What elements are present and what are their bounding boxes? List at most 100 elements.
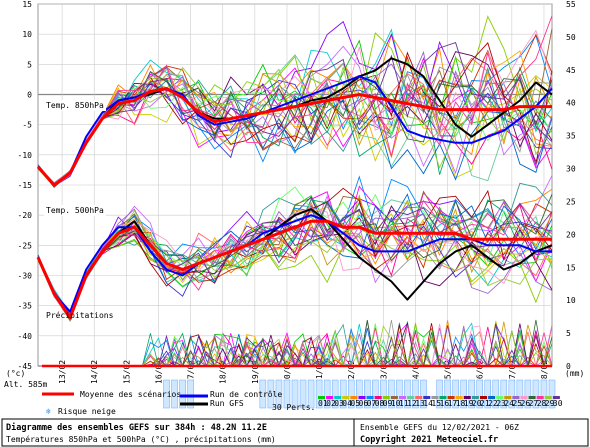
- x-tick-label: 28/02: [540, 360, 549, 384]
- y-right-tick-label: 45: [566, 66, 576, 75]
- member-number: 19: [464, 399, 474, 408]
- member-number: 04: [342, 399, 352, 408]
- y-left-tick-label: -20: [18, 211, 33, 220]
- x-tick-label: 22/02: [347, 360, 356, 384]
- y-left-tick-label: -15: [18, 181, 33, 190]
- member-number: 16: [440, 399, 450, 408]
- x-tick-label: 13/02: [58, 360, 67, 384]
- y-left-tick-label: -35: [18, 302, 33, 311]
- x-tick-label: 24/02: [411, 360, 420, 384]
- snow-risk-marker: [508, 379, 516, 409]
- temp850-label: Temp. 850hPa: [46, 101, 104, 110]
- precip-label: Précipitations: [46, 310, 114, 320]
- left-unit-label: (°c): [6, 369, 25, 378]
- y-left-tick-label: 10: [22, 30, 32, 39]
- member-number: 29: [545, 399, 555, 408]
- x-tick-label: 16/02: [154, 360, 163, 384]
- member-number: 07: [367, 399, 377, 408]
- member-color-swatch: [390, 396, 398, 399]
- member-color-swatch: [366, 396, 374, 399]
- y-right-tick-label: 35: [566, 132, 576, 141]
- member-color-swatch: [552, 396, 560, 399]
- member-500-line: [37, 202, 553, 321]
- x-tick-label: 23/02: [379, 360, 388, 384]
- snow-risk-marker: [444, 379, 451, 409]
- member-color-swatch: [528, 396, 536, 399]
- member-500-line: [37, 186, 553, 317]
- snow-risk-marker: [380, 379, 387, 409]
- snow-risk-marker: [275, 379, 283, 409]
- snow-risk-marker: [540, 379, 548, 409]
- snow-risk-marker: [516, 379, 524, 409]
- member-number: 28: [537, 399, 547, 408]
- footer-copyright: Copyright 2021 Meteociel.fr: [360, 434, 498, 445]
- member-500-line: [37, 194, 553, 321]
- y-left-tick-label: 0: [27, 91, 32, 100]
- snow-risk-marker: [500, 379, 508, 409]
- member-color-swatch: [496, 396, 504, 399]
- x-tick-label: 27/02: [508, 360, 517, 384]
- member-color-swatch: [358, 396, 366, 399]
- member-500-line: [37, 204, 553, 321]
- snow-risk-marker: [267, 379, 275, 409]
- member-color-swatch: [480, 396, 487, 399]
- x-axis-ticks: 13/02 14/02 15/02 16/02 17/02 18/02 19/02 20/02…: [58, 360, 549, 384]
- snow-risk-marker: [420, 379, 427, 409]
- snow-risk-marker: [412, 379, 419, 409]
- x-tick-label: 17/02: [187, 360, 196, 384]
- member-number: 06: [359, 399, 369, 408]
- snow-risk-marker: [291, 379, 299, 409]
- member-color-swatch: [471, 396, 479, 399]
- member-color-swatch: [488, 396, 496, 399]
- member-500-line: [37, 182, 553, 320]
- member-number: 03: [334, 399, 344, 408]
- member-color-swatch: [544, 396, 552, 399]
- member-number: 10: [391, 399, 401, 408]
- legend-snow-label: Risque neige: [58, 407, 116, 416]
- member-color-swatch: [504, 396, 512, 399]
- y-left-tick-label: -10: [18, 151, 33, 160]
- member-number: 25: [512, 399, 522, 408]
- y-right-tick-label: 20: [566, 230, 576, 239]
- snow-risk-marker: [356, 379, 363, 409]
- y-left-tick-label: -40: [18, 332, 33, 341]
- member-color-swatch: [439, 396, 447, 399]
- x-tick-label: 15/02: [122, 360, 131, 384]
- y-axis-left-ticks: 15 10 5 0 -5 -10 -15 -20 -25 -30 -35 -40 -45: [18, 0, 33, 371]
- y-right-tick-label: 30: [566, 165, 576, 174]
- member-color-swatch: [350, 396, 358, 399]
- snow-risk-marker: [283, 379, 291, 409]
- member-number: 08: [375, 399, 385, 408]
- member-legend: 0102030405060708091011121314151617181920…: [318, 396, 563, 408]
- member-number: 24: [504, 399, 514, 408]
- member-850-line: [37, 15, 553, 187]
- member-number: 22: [488, 399, 498, 408]
- mean-500-line: [36, 219, 552, 320]
- legend-control-label: Run de contrôle: [210, 389, 282, 399]
- snow-risk-marker: [476, 379, 483, 409]
- x-tick-label: 14/02: [90, 360, 99, 384]
- y-right-tick-label: 55: [566, 0, 576, 9]
- member-number: 21: [480, 399, 490, 408]
- member-850-line: [37, 50, 553, 188]
- member-color-swatch: [423, 396, 431, 399]
- snow-risk-marker: [396, 379, 403, 409]
- member-number: 23: [496, 399, 506, 408]
- y-right-tick-label: 5: [566, 329, 571, 338]
- legend-perts-label: 30 Perts.: [272, 403, 315, 412]
- snow-risk-marker: [532, 379, 540, 409]
- x-tick-label: 26/02: [476, 360, 485, 384]
- member-number: 09: [383, 399, 393, 408]
- member-number: 14: [423, 399, 433, 408]
- x-tick-label: 20/02: [283, 360, 292, 384]
- member-850-line: [37, 33, 553, 188]
- y-right-tick-label: 40: [566, 99, 576, 108]
- snow-risk-marker: [179, 379, 186, 409]
- snow-risk-marker: [299, 379, 307, 409]
- member-color-swatch: [520, 396, 528, 399]
- right-unit-label: (mm): [565, 369, 584, 378]
- member-color-swatch: [463, 396, 471, 399]
- member-850-line: [37, 57, 553, 187]
- gfs-500-line: [37, 208, 553, 319]
